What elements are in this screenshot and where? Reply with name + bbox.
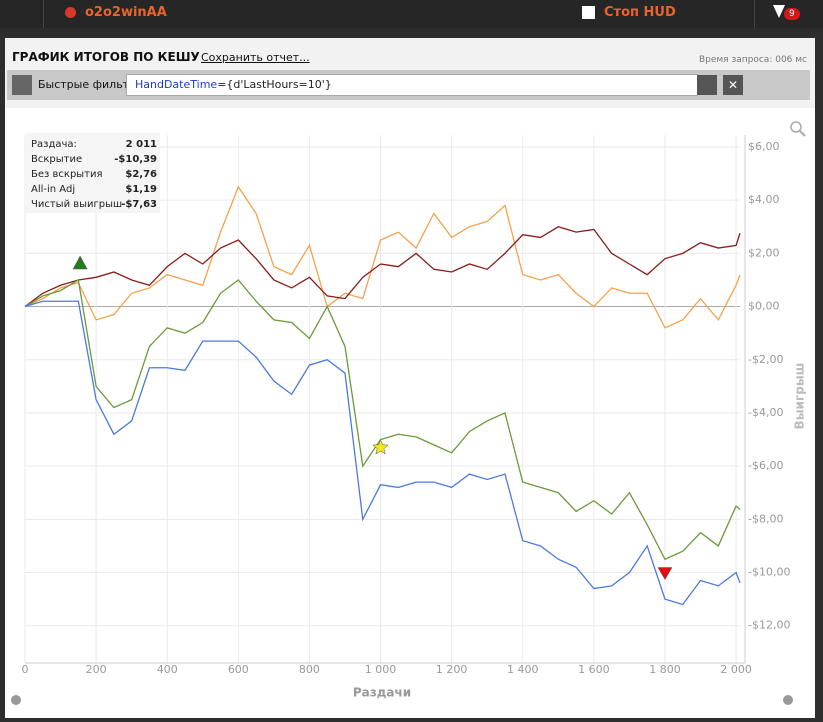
x-tick-label: 1 400 [507, 663, 539, 676]
settings-icon[interactable] [11, 695, 21, 705]
stat-label: Вскрытие [31, 154, 82, 165]
filter-bar: Быстрые фильт HandDateTime={d'LastHours=… [7, 70, 810, 100]
x-tick-label: 1 800 [649, 663, 681, 676]
chart: Раздачи Выигрыш $6,00 $4,00 $2,00 $0,00 -$2,… [11, 121, 807, 705]
filter-field: HandDateTime [135, 78, 218, 91]
stats-box: Раздача: 2 011 Вскрытие -$10,39 Без вскрытия… [25, 133, 160, 213]
checkbox[interactable] [582, 6, 595, 19]
x-axis-label: Раздачи [353, 686, 411, 700]
x-tick-label: 400 [157, 663, 178, 676]
y-tick-label: -$2,00 [748, 353, 783, 366]
stat-label: Без вскрытия [31, 169, 103, 180]
x-tick-label: 1 000 [365, 663, 397, 676]
series-line [24, 226, 741, 308]
y-tick-label: $4,00 [748, 193, 780, 206]
x-tick-label: 1 200 [436, 663, 468, 676]
stat-value: 2 011 [126, 139, 157, 150]
series-line [24, 300, 741, 606]
stats-bg [25, 133, 160, 213]
x-tick-label: 0 [22, 663, 29, 676]
series-line [24, 278, 741, 561]
x-tick-label: 200 [86, 663, 107, 676]
site-icon [65, 7, 76, 18]
report-title: ГРАФИК ИТОГОВ ПО КЕШУ [12, 50, 200, 64]
player-name[interactable]: o2o2winAA [85, 5, 167, 20]
timing: Время запроса: 006 мс [698, 55, 807, 65]
zoom-icon[interactable] [799, 130, 806, 137]
stat-label: All-in Adj [31, 184, 75, 195]
filter-label: Быстрые фильт [38, 78, 130, 91]
marker [372, 438, 389, 455]
divider [43, 0, 44, 28]
hud-toggle[interactable]: Стоп HUD [604, 5, 676, 20]
x-tick-label: 800 [299, 663, 320, 676]
x-tick-label: 1 600 [578, 663, 610, 676]
filter-input[interactable]: HandDateTime={d'LastHours=10'} [126, 74, 698, 96]
stat-value: $2,76 [125, 169, 157, 180]
y-tick-label: $6,00 [748, 140, 780, 153]
stat-label: Раздача: [31, 139, 77, 150]
series-line [24, 185, 741, 329]
top-bar: o2o2winAA Стоп HUD 9 [0, 0, 823, 28]
y-tick-label: $2,00 [748, 246, 780, 259]
filter-icon[interactable] [773, 5, 785, 18]
x-tick-label: 600 [228, 663, 249, 676]
y-tick-label: -$12,00 [748, 619, 790, 632]
zoom-icon[interactable] [790, 121, 802, 133]
stat-value: -$7,63 [121, 199, 157, 210]
y-tick-label: -$4,00 [748, 406, 783, 419]
info-icon[interactable] [783, 695, 793, 705]
y-axis-label: Выигрыш [793, 363, 807, 430]
stat-label: Чистый выигрыш [31, 199, 122, 210]
filter-expr: ={d'LastHours=10'} [217, 78, 332, 91]
marker [72, 255, 88, 270]
clear-filter[interactable]: ✕ [723, 75, 743, 95]
save-filter[interactable] [697, 75, 717, 95]
y-tick-label: $0,00 [748, 300, 780, 313]
y-tick-label: -$8,00 [748, 512, 783, 525]
y-tick-label: -$6,00 [748, 459, 783, 472]
y-tick-label: -$10,00 [748, 566, 790, 579]
chart-area: Раздачи Выигрыш $6,00 $4,00 $2,00 $0,00 -$2,… [5, 108, 815, 718]
stat-value: $1,19 [125, 184, 157, 195]
divider [754, 0, 755, 28]
filter-button[interactable] [12, 75, 32, 95]
save-link[interactable]: Сохранить отчет... [201, 51, 310, 64]
stat-value: -$10,39 [114, 154, 157, 165]
marker [657, 567, 673, 581]
badge: 9 [784, 8, 800, 20]
x-tick-label: 2 000 [720, 663, 752, 676]
